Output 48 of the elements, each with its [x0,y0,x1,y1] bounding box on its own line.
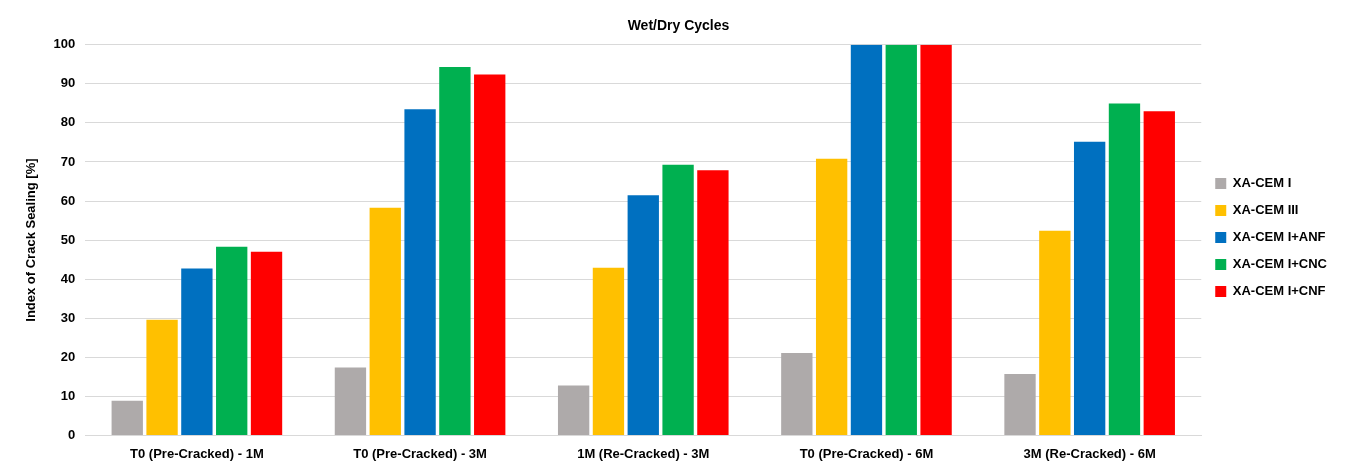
y-tick-label: 40 [60,270,76,286]
bar [781,352,813,435]
y-tick-label: 10 [60,387,76,403]
bar [404,109,436,435]
y-tick-label: 20 [60,348,76,364]
legend-label: XA-CEM III [1232,202,1299,218]
bar [1004,374,1036,435]
bar [1108,103,1141,435]
bar [474,74,506,435]
bar [1143,111,1175,435]
bar [920,44,952,435]
y-tick-label: 30 [60,309,76,325]
y-tick-label: 50 [60,231,76,247]
bar [111,400,143,435]
x-tick-label: T0 (Pre-Cracked) - 1M [130,445,264,461]
y-tick-label: 0 [68,426,76,442]
x-tick-label: 1M (Re-Cracked) - 3M [577,445,710,461]
bar [334,367,367,435]
legend-label: XA-CEM I+CNC [1232,256,1328,272]
y-tick-label: 60 [60,192,76,208]
bar [1039,230,1071,435]
y-tick-label: 100 [53,36,76,52]
bar [146,319,178,435]
bar [697,170,729,435]
bar [1073,141,1106,435]
bar [627,195,659,435]
y-tick-label: 90 [60,75,76,91]
bar [439,67,471,435]
y-tick-label: 80 [60,114,76,130]
bar [181,268,213,435]
bar [557,385,590,435]
bar [815,158,848,435]
legend-label: XA-CEM I+ANF [1232,229,1326,245]
legend-label: XA-CEM I [1232,175,1292,191]
chart-title: Wet/Dry Cycles [627,17,730,34]
y-tick-label: 70 [60,153,76,169]
legend-label: XA-CEM I+CNF [1232,283,1326,299]
bar [662,164,694,435]
bar [250,251,283,435]
x-tick-label: T0 (Pre-Cracked) - 3M [353,445,487,461]
x-tick-label: 3M (Re-Cracked) - 6M [1023,445,1156,461]
y-axis-title: Index of Crack Sealing [%] [23,158,39,322]
bar [885,44,917,435]
bar [369,207,401,435]
bar [850,44,883,435]
bar [216,246,248,435]
bar [592,267,625,435]
x-tick-label: T0 (Pre-Cracked) - 6M [799,445,934,461]
